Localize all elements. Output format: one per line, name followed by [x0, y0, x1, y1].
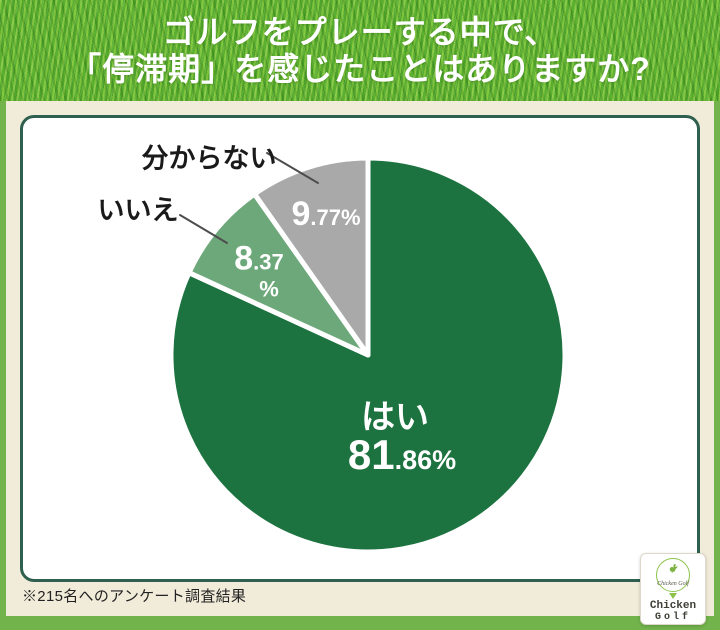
callout-label-unknown: 分からない — [141, 143, 277, 174]
leader-line-no — [179, 214, 228, 244]
value-no-percent-sign: % — [259, 276, 279, 302]
value-yes-frac: .86% — [394, 445, 457, 475]
golf-ball-emblem: Chicken Golf — [656, 558, 690, 592]
pie-svg — [168, 152, 568, 555]
frame-border-right — [714, 101, 720, 630]
chicken-golf-logo: Chicken Golf Chicken Golf — [640, 553, 706, 625]
frame-border-bottom — [0, 616, 720, 630]
value-unknown-int: 9 — [291, 195, 311, 233]
frame-border-left — [0, 101, 6, 630]
logo-word-golf: Golf — [654, 612, 691, 623]
leader-line-unknown — [266, 152, 319, 184]
pie-slice-2 — [252, 155, 371, 358]
chart-card: 分からない いいえ 9.77% 8.37% はい 81.86% — [20, 115, 700, 582]
logo-script-text: Chicken Golf — [657, 581, 689, 587]
value-no-frac: .37 — [253, 249, 284, 275]
value-yes-int: 81 — [347, 431, 395, 478]
value-no-int: 8 — [234, 239, 254, 278]
chicken-icon — [667, 563, 680, 581]
header-banner: ゴルフをプレーする中で、 「停滞期」を感じたことはありますか? — [0, 0, 720, 101]
value-label-unknown: 9.77% — [291, 197, 360, 231]
value-label-yes: 81.86% — [348, 434, 456, 476]
value-label-no: 8.37% — [234, 242, 284, 301]
golf-tee-icon — [669, 593, 677, 599]
slice-label-yes: はい — [361, 398, 429, 437]
header-title-line2: 「停滞期」を感じたことはありますか? — [69, 50, 651, 87]
footnote: ※215名へのアンケート調査結果 — [22, 588, 247, 605]
header-title-line1: ゴルフをプレーする中で、 — [162, 13, 558, 50]
logo-word-chicken: Chicken — [649, 600, 697, 612]
value-unknown-frac: .77% — [310, 205, 361, 230]
callout-label-no: いいえ — [97, 195, 179, 226]
